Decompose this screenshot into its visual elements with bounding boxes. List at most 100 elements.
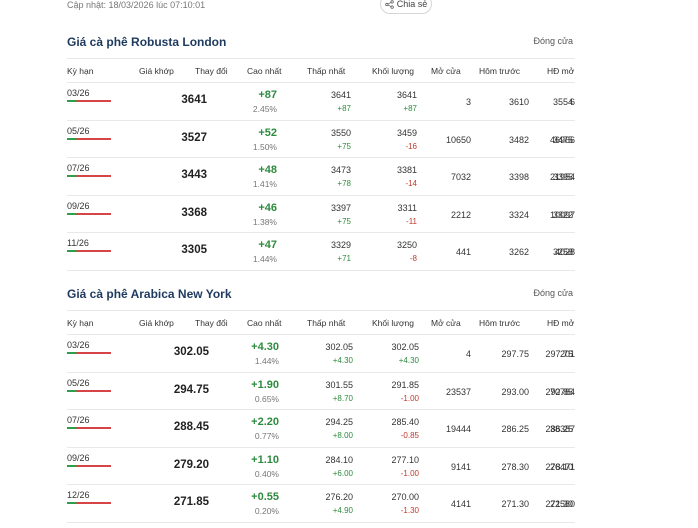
prev-value: 3554 <box>552 97 573 107</box>
term-range-bar <box>67 100 111 102</box>
term-range-bar <box>67 427 111 429</box>
term-range-bar <box>67 352 111 354</box>
high-value: 276.20 <box>325 492 353 502</box>
low-change: -16 <box>405 141 417 151</box>
volume-value: 4 <box>465 349 471 359</box>
prev-value: 292.85 <box>545 386 573 397</box>
column-header: Kỳ hạn <box>67 318 94 328</box>
volume-value: 10650 <box>445 134 471 145</box>
change-value: +47 <box>258 239 277 251</box>
volume-value: 23537 <box>445 386 471 397</box>
prev-value: 286.25 <box>545 424 573 434</box>
volume-value: 19444 <box>445 424 471 434</box>
robusta-title: Giá cà phê Robusta London <box>67 35 227 49</box>
table-row[interactable]: 03/26 302.05 +4.30 1.44% 302.05 +4.30 302.05 +4… <box>67 335 575 373</box>
change-value: +1.90 <box>251 378 279 391</box>
high-value: 3641 <box>330 90 351 100</box>
change-percent: 1.41% <box>252 179 277 189</box>
low-value: 3459 <box>396 127 417 138</box>
change-value: +1.10 <box>251 453 279 466</box>
change-percent: 0.40% <box>254 468 279 479</box>
term-label: 07/26 <box>67 415 90 425</box>
high-change: +71 <box>337 254 351 263</box>
table-row[interactable]: 11/26 3305 +47 1.44% 3329 +71 3250 -8 441 3262 325… <box>67 233 575 271</box>
term-range-bar <box>67 502 111 504</box>
section-divider <box>67 58 575 59</box>
column-header: Mở cửa <box>431 66 461 76</box>
low-change: -14 <box>405 179 417 188</box>
header-divider <box>67 334 575 335</box>
arabica-section: Giá cà phê Arabica New York Đóng cửa Kỳ hạ… <box>67 276 575 528</box>
low-value: 285.40 <box>391 417 419 427</box>
match-price: 3443 <box>181 169 207 181</box>
high-change: +75 <box>337 141 351 151</box>
change-percent: 0.20% <box>254 506 279 516</box>
arabica-status: Đóng cửa <box>533 288 573 298</box>
term-label: 11/26 <box>67 238 89 248</box>
term-label: 03/26 <box>67 88 90 98</box>
low-value: 302.05 <box>391 342 419 352</box>
change-value: +4.30 <box>251 341 279 353</box>
low-value: 3641 <box>396 90 417 100</box>
match-price: 279.20 <box>173 458 209 471</box>
low-change: -1.00 <box>400 468 419 478</box>
table-row[interactable]: 12/26 271.85 +0.55 0.20% 276.20 +4.90 270.00 -1… <box>67 485 575 523</box>
arabica-table-header: Kỳ hạn Giá khớp Thay đổi Cao nhất Thấp nhất K… <box>67 316 575 338</box>
low-value: 3381 <box>396 165 417 175</box>
section-divider <box>67 310 575 311</box>
volume-value: 2212 <box>450 209 471 220</box>
robusta-table-header: Kỳ hạn Giá khớp Thay đổi Cao nhất Thấp nhất K… <box>67 64 575 86</box>
open-interest-value: 70784 <box>549 386 575 397</box>
share-button[interactable]: Chia sẻ <box>380 0 432 14</box>
table-row[interactable]: 09/26 279.20 +1.10 0.40% 284.10 +6.00 277.10 -1… <box>67 448 575 485</box>
low-value: 277.10 <box>391 454 419 465</box>
prev-value: 3395 <box>552 172 573 182</box>
low-change: -1.00 <box>400 393 419 403</box>
match-price: 3305 <box>181 244 207 256</box>
column-header: Giá khớp <box>139 66 174 76</box>
high-change: +8.00 <box>332 431 353 440</box>
high-change: +8.70 <box>332 393 353 403</box>
open-value: 271.30 <box>501 499 529 509</box>
table-row[interactable]: 05/26 294.75 +1.90 0.65% 301.55 +8.70 291.85 -1… <box>67 373 575 410</box>
column-header: Hôm trước <box>479 66 521 76</box>
open-value: 3398 <box>508 172 529 182</box>
low-change: +4.30 <box>398 356 419 365</box>
share-icon <box>385 0 394 9</box>
column-header: Khối lượng <box>372 318 414 328</box>
column-header: Mở cửa <box>431 318 461 328</box>
low-change: +87 <box>403 104 417 113</box>
high-change: +6.00 <box>332 468 353 478</box>
table-row[interactable]: 03/26 3641 +87 2.45% 3641 +87 3641 +87 3 3610 3554… <box>67 83 575 121</box>
match-price: 302.05 <box>173 346 209 358</box>
change-value: +48 <box>258 164 277 176</box>
open-value: 3610 <box>508 97 529 107</box>
column-header: Khối lượng <box>372 66 414 76</box>
low-value: 270.00 <box>391 492 419 502</box>
open-interest-value: 38387 <box>549 424 575 434</box>
term-range-bar <box>67 464 111 467</box>
open-interest-value: 10097 <box>549 209 575 220</box>
open-value: 3482 <box>508 134 529 145</box>
term-range-bar <box>67 175 111 177</box>
match-price: 271.85 <box>173 496 209 508</box>
open-interest-value: 6 <box>569 97 575 107</box>
match-price: 294.75 <box>173 383 209 396</box>
open-interest-value: 21954 <box>549 172 575 182</box>
open-interest-value: 4028 <box>554 247 575 257</box>
table-row[interactable]: 07/26 288.45 +2.20 0.77% 294.25 +8.00 285.40 -0… <box>67 410 575 448</box>
high-value: 3329 <box>330 240 351 250</box>
share-label: Chia sẻ <box>396 0 428 9</box>
table-row[interactable]: 07/26 3443 +48 1.41% 3473 +78 3381 -14 7032 3398 3… <box>67 158 575 196</box>
match-price: 3368 <box>181 206 207 219</box>
change-percent: 2.45% <box>252 104 277 114</box>
volume-value: 441 <box>455 247 471 257</box>
column-header: Cao nhất <box>247 66 282 76</box>
term-label: 03/26 <box>67 340 90 350</box>
term-range-bar <box>67 389 111 392</box>
column-header: Thay đổi <box>195 318 228 328</box>
high-change: +4.90 <box>332 506 353 515</box>
table-row[interactable]: 09/26 3368 +46 1.38% 3397 +75 3311 -11 2212 3324 3… <box>67 196 575 233</box>
table-row[interactable]: 05/26 3527 +52 1.50% 3550 +75 3459 -16 10650 3482… <box>67 121 575 158</box>
column-header: Hôm trước <box>479 318 521 328</box>
